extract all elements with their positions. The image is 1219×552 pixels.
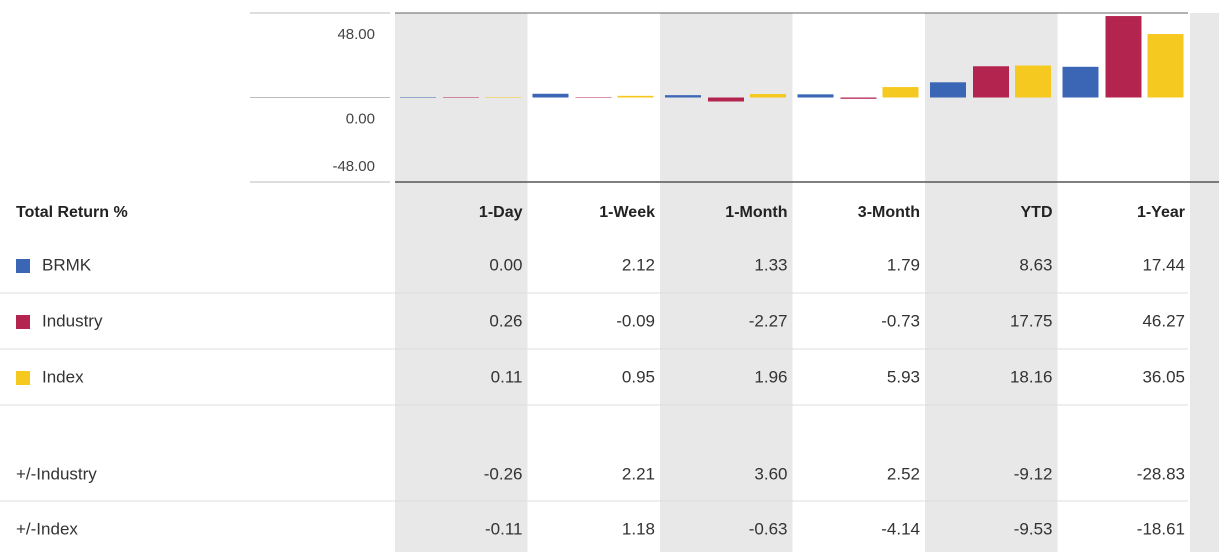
bar — [840, 97, 877, 99]
bar — [532, 93, 569, 98]
cell: 3.60 — [754, 464, 787, 483]
cell: 36.05 — [1142, 367, 1185, 386]
cell: 17.75 — [1010, 311, 1053, 330]
row-label: +/-Industry — [16, 464, 97, 483]
bar — [617, 95, 654, 98]
cell: 5.93 — [887, 367, 920, 386]
cell: -4.14 — [881, 519, 920, 538]
bar — [882, 87, 919, 98]
bar — [930, 82, 966, 98]
cell: -0.11 — [485, 519, 523, 538]
cell: -9.53 — [1014, 519, 1053, 538]
column-shade — [395, 13, 528, 552]
cell: 1.33 — [754, 255, 787, 274]
legend-label: Index — [42, 367, 84, 386]
column-header: 1-Day — [479, 204, 523, 221]
cell: -18.61 — [1137, 519, 1185, 538]
column-header: 1-Year — [1137, 204, 1185, 221]
cell: 0.95 — [622, 367, 655, 386]
y-tick-label: 0.00 — [346, 110, 375, 127]
legend-label: Industry — [42, 311, 103, 330]
cell: 1.18 — [622, 519, 655, 538]
column-header: 1-Month — [725, 204, 787, 221]
cell: -0.63 — [749, 519, 788, 538]
bar — [665, 95, 701, 98]
bar — [400, 97, 436, 98]
table-header: Total Return % — [16, 204, 128, 221]
bar — [973, 66, 1009, 98]
bar — [708, 97, 744, 102]
cell: 2.21 — [622, 464, 655, 483]
cell: 2.52 — [887, 464, 920, 483]
column-header: 1-Week — [599, 204, 655, 221]
cell: -0.09 — [616, 311, 655, 330]
cell: -0.73 — [881, 311, 920, 330]
column-shade — [660, 13, 793, 552]
bar — [1147, 34, 1184, 98]
column-header: 3-Month — [858, 204, 920, 221]
cell: -28.83 — [1137, 464, 1185, 483]
cell: 0.00 — [489, 255, 522, 274]
cell: 46.27 — [1142, 311, 1185, 330]
cell: -9.12 — [1014, 464, 1053, 483]
legend-swatch — [16, 315, 30, 329]
bar — [485, 97, 521, 98]
cell: 18.16 — [1010, 367, 1053, 386]
bar — [1105, 16, 1142, 98]
row-label: +/-Index — [16, 519, 78, 538]
column-header: YTD — [1021, 204, 1053, 221]
legend-swatch — [16, 259, 30, 273]
column-shade — [1190, 13, 1219, 552]
cell: 1.96 — [754, 367, 787, 386]
bar — [443, 97, 479, 98]
cell: 1.79 — [887, 255, 920, 274]
bar — [575, 97, 612, 98]
bar — [1015, 65, 1051, 98]
cell: -2.27 — [749, 311, 788, 330]
cell: 0.11 — [491, 367, 523, 386]
legend-swatch — [16, 371, 30, 385]
legend-label: BRMK — [42, 255, 92, 274]
bar — [797, 94, 834, 98]
bar — [1062, 66, 1099, 98]
cell: 0.26 — [489, 311, 522, 330]
y-tick-label: 48.00 — [337, 26, 375, 43]
cell: -0.26 — [484, 464, 523, 483]
bar — [750, 94, 786, 98]
cell: 8.63 — [1019, 255, 1052, 274]
cell: 17.44 — [1142, 255, 1185, 274]
y-tick-label: -48.00 — [332, 158, 375, 175]
cell: 2.12 — [622, 255, 655, 274]
column-shade — [925, 13, 1058, 552]
